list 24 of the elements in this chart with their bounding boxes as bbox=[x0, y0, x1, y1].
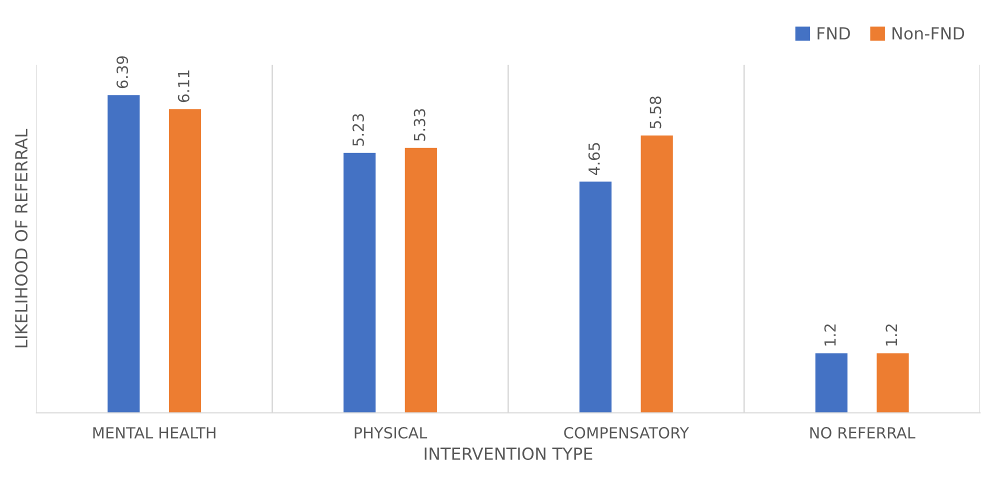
bar bbox=[108, 95, 140, 413]
data-label: 1.2 bbox=[886, 324, 897, 346]
bar bbox=[168, 109, 202, 413]
bar bbox=[876, 353, 909, 413]
y-axis-title: LIKELIHOOD OF REFERRAL bbox=[14, 128, 28, 348]
bar bbox=[404, 148, 437, 413]
bar bbox=[344, 152, 376, 413]
x-tick-label: MENTAL HEALTH bbox=[93, 427, 216, 438]
x-tick-label: COMPENSATORY bbox=[564, 427, 690, 439]
data-label: 5.58 bbox=[650, 96, 662, 128]
data-label: 6.39 bbox=[116, 56, 128, 88]
x-axis-title: INTERVENTION TYPE bbox=[424, 447, 592, 460]
x-tick-label: NO REFERRAL bbox=[810, 427, 916, 439]
bar bbox=[579, 182, 612, 413]
data-label: 5.33 bbox=[414, 109, 426, 141]
data-label: 1.2 bbox=[824, 324, 836, 346]
data-label: 6.11 bbox=[178, 70, 190, 102]
data-label: 4.65 bbox=[588, 143, 600, 175]
bar bbox=[640, 135, 673, 413]
bar bbox=[815, 353, 848, 413]
legend-label: FND bbox=[818, 27, 850, 40]
data-label: 5.23 bbox=[352, 114, 364, 146]
x-tick-label: PHYSICAL bbox=[354, 427, 428, 439]
legend-label: Non-FND bbox=[892, 27, 964, 40]
